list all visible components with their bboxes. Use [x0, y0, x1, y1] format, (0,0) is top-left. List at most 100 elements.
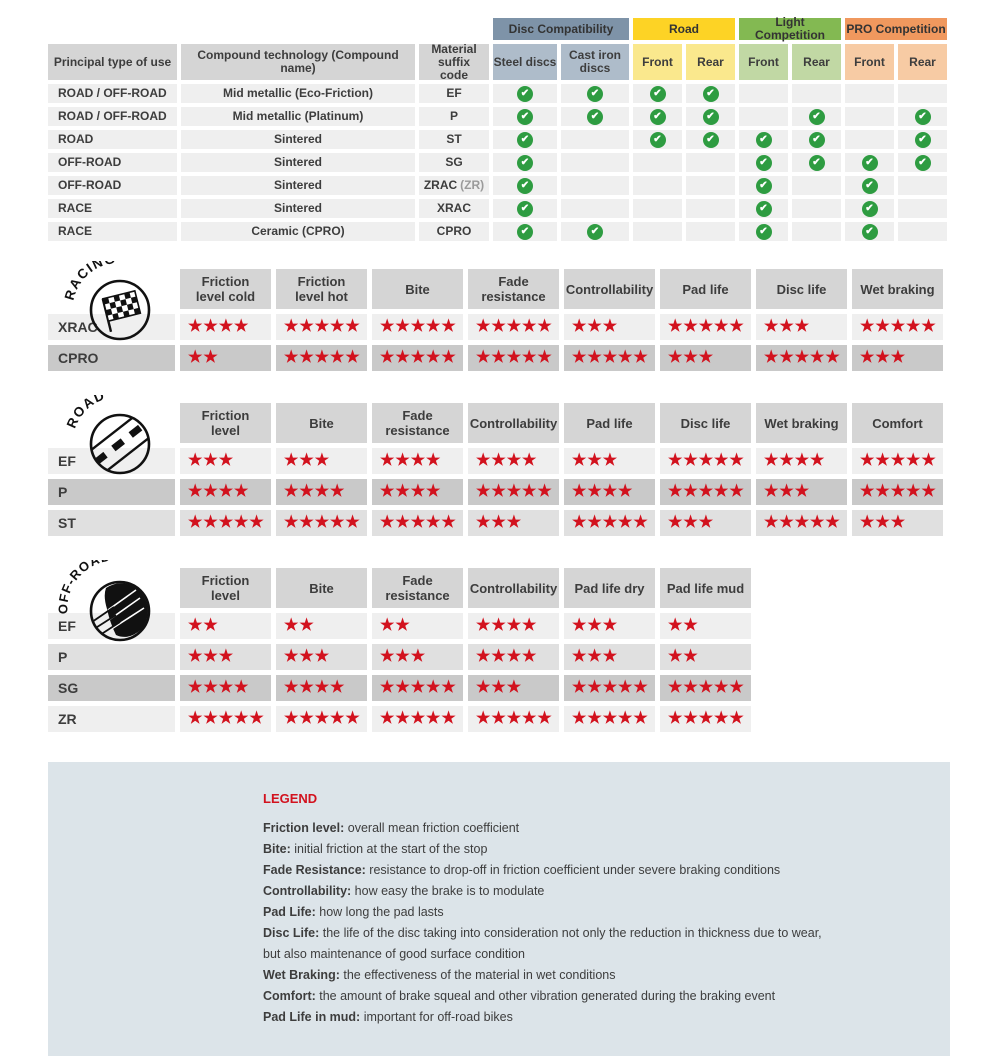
compound-code-cell: EF — [48, 448, 175, 474]
check-icon: ✔ — [702, 85, 719, 102]
star-rating-cell: ★★★ — [756, 479, 847, 505]
star-rating-cell: ★★★ — [852, 345, 943, 371]
check-icon: ✔ — [587, 108, 603, 125]
compatibility-cell: ✔ — [493, 222, 557, 241]
compatibility-cell: ✔ — [739, 176, 788, 195]
compatibility-cell: ✔ — [561, 107, 629, 126]
sub-header-rear: Rear — [686, 44, 735, 80]
compound-code-cell: ZR — [48, 706, 175, 732]
legend-term: Fade Resistance: — [263, 863, 366, 877]
racing-icon-label: RACING — [62, 251, 116, 302]
star-rating-cell: ★★★★★ — [564, 510, 655, 536]
rating-column-header-fade-resistance: Fade resistance — [468, 269, 559, 309]
compatibility-cell — [686, 222, 735, 241]
compatibility-cell — [633, 199, 682, 218]
legend-term: Wet Braking: — [263, 968, 340, 982]
compatibility-cell: ✔ — [898, 153, 947, 172]
group-header-road: Road — [633, 18, 735, 40]
sub-header-rear: Rear — [898, 44, 947, 80]
legend-items: Friction level: overall mean friction co… — [263, 818, 950, 1028]
star-rating-cell: ★★★★★ — [180, 706, 271, 732]
star-rating-cell: ★★★ — [852, 510, 943, 536]
star-rating-cell: ★★★ — [564, 314, 655, 340]
compatibility-cell: ✔ — [845, 176, 894, 195]
star-rating-cell: ★★★★★ — [564, 675, 655, 701]
star-rating-cell: ★★★★ — [564, 479, 655, 505]
star-rating-cell: ★★★★★ — [660, 314, 751, 340]
star-rating-cell: ★★★★ — [276, 479, 367, 505]
star-rating-cell: ★★★★★ — [372, 675, 463, 701]
rating-column-header-pad-life-dry: Pad life dry — [564, 568, 655, 608]
star-rating-cell: ★★★★★ — [756, 510, 847, 536]
rating-column-header-disc-life: Disc life — [756, 269, 847, 309]
compound-code-cell: ST — [48, 510, 175, 536]
compound-code-cell: CPRO — [48, 345, 175, 371]
legend-box: LEGEND Friction level: overall mean fric… — [48, 762, 950, 1056]
legend-item: Fade Resistance: resistance to drop-off … — [263, 860, 950, 881]
star-rating-cell: ★★★★★ — [468, 345, 559, 371]
check-icon: ✔ — [517, 85, 533, 102]
check-icon: ✔ — [517, 108, 533, 125]
legend-title: LEGEND — [263, 791, 318, 806]
legend-item: Friction level: overall mean friction co… — [263, 818, 950, 839]
star-rating-cell: ★★★★★ — [372, 345, 463, 371]
offroad-table: Friction level Bite Fade resistance Control… — [48, 568, 950, 732]
compatibility-cell — [686, 153, 735, 172]
check-icon: ✔ — [808, 108, 825, 125]
group-header-pro-competition: PRO Competition — [845, 18, 947, 40]
star-rating-cell: ★★★ — [660, 510, 751, 536]
rating-column-header-wet-braking: Wet braking — [852, 269, 943, 309]
star-rating-cell: ★★★★★ — [564, 706, 655, 732]
svg-text:RACING: RACING — [62, 261, 118, 302]
sub-header-front: Front — [739, 44, 788, 80]
offroad-icon: OFF-ROAD — [55, 549, 176, 646]
sub-header-front: Front — [633, 44, 682, 80]
star-rating-cell: ★★ — [660, 613, 751, 639]
legend-item: Bite: initial friction at the start of t… — [263, 839, 950, 860]
rating-column-header-wet-braking: Wet braking — [756, 403, 847, 443]
check-icon: ✔ — [861, 223, 878, 240]
compatibility-cell: ✔ — [845, 222, 894, 241]
compatibility-cell — [792, 176, 841, 195]
check-icon: ✔ — [755, 223, 772, 240]
material-code-cell: SG — [419, 153, 489, 172]
legend-term: Controllability: — [263, 884, 352, 898]
star-rating-cell: ★★★ — [564, 644, 655, 670]
compatibility-cell: ✔ — [739, 199, 788, 218]
check-icon: ✔ — [587, 223, 603, 240]
star-rating-cell: ★★★ — [180, 448, 271, 474]
compatibility-cell — [561, 153, 629, 172]
compatibility-cell — [561, 176, 629, 195]
compatibility-cell — [845, 107, 894, 126]
material-code-cell: EF — [419, 84, 489, 103]
column-header-0: Principal type of use — [48, 44, 177, 80]
legend-description: how long the pad lasts — [315, 905, 444, 919]
compatibility-cell: ✔ — [493, 153, 557, 172]
compound-tech-cell: Mid metallic (Eco-Friction) — [181, 84, 415, 103]
check-icon: ✔ — [808, 154, 825, 171]
racing-table: Friction level cold Friction level hot Bit… — [48, 269, 950, 371]
check-icon: ✔ — [517, 223, 533, 240]
compatibility-cell: ✔ — [898, 130, 947, 149]
compound-tech-cell: Sintered — [181, 199, 415, 218]
star-rating-cell: ★★★★★ — [180, 510, 271, 536]
legend-description: initial friction at the start of the sto… — [290, 842, 488, 856]
check-icon: ✔ — [914, 154, 931, 171]
legend-item: Comfort: the amount of brake squeal and … — [263, 986, 950, 1007]
star-rating-cell: ★★★ — [756, 314, 847, 340]
rating-column-header-bite: Bite — [372, 269, 463, 309]
rating-column-header-friction-level: Friction level — [180, 568, 271, 608]
compound-tech-cell: Ceramic (CPRO) — [181, 222, 415, 241]
road-table: Friction level Bite Fade resistance Control… — [48, 403, 950, 536]
star-rating-cell: ★★★★★ — [852, 448, 943, 474]
star-rating-cell: ★★★★ — [468, 613, 559, 639]
star-rating-cell: ★★★★★ — [276, 706, 367, 732]
compatibility-cell: ✔ — [686, 84, 735, 103]
rating-column-header-friction-level: Friction level — [180, 403, 271, 443]
star-rating-cell: ★★★ — [276, 644, 367, 670]
star-rating-cell: ★★ — [276, 613, 367, 639]
compatibility-cell: ✔ — [739, 153, 788, 172]
compatibility-cell: ✔ — [686, 107, 735, 126]
compatibility-cell — [633, 153, 682, 172]
